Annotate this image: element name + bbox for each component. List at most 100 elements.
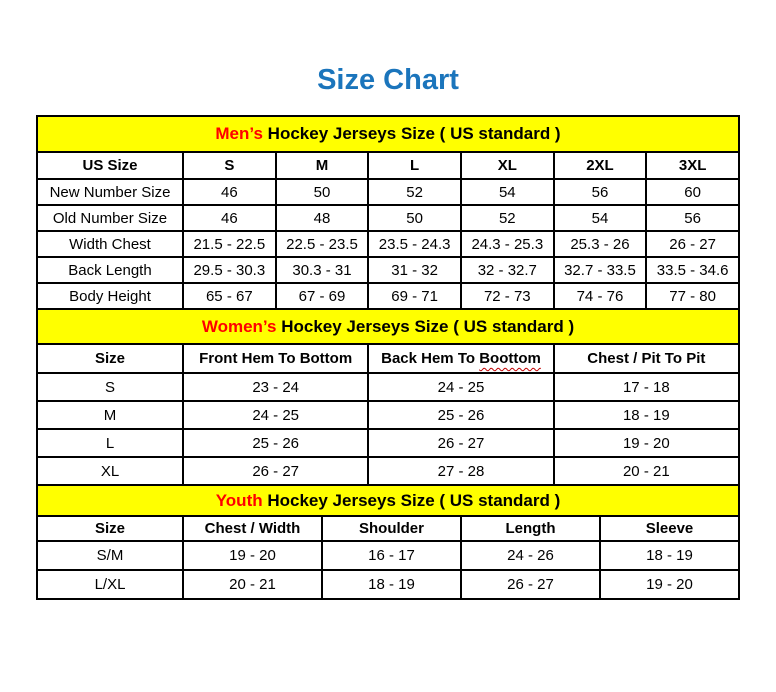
womens-header-row: Size Front Hem To Bottom Back Hem To Boo… bbox=[36, 343, 741, 374]
mens-cell: 48 bbox=[274, 204, 370, 232]
womens-col-header: Front Hem To Bottom bbox=[181, 343, 370, 374]
womens-cell: 23 - 24 bbox=[181, 372, 370, 402]
mens-cell: 23.5 - 24.3 bbox=[367, 230, 462, 258]
youth-cell: 18 - 19 bbox=[599, 540, 740, 571]
mens-cell: 32 - 32.7 bbox=[459, 256, 555, 284]
mens-cell: 69 - 71 bbox=[367, 282, 462, 310]
womens-band-text: Hockey Jerseys Size ( US standard ) bbox=[281, 316, 575, 336]
mens-row-label: Back Length bbox=[36, 256, 184, 284]
youth-cell: 19 - 20 bbox=[182, 540, 323, 571]
mens-col-header: XL bbox=[459, 151, 555, 180]
youth-col-header: Shoulder bbox=[321, 515, 462, 542]
mens-col-header: 2XL bbox=[552, 151, 648, 180]
mens-cell: 26 - 27 bbox=[645, 230, 740, 258]
mens-cell: 65 - 67 bbox=[182, 282, 277, 310]
womens-col-header: Size bbox=[36, 343, 184, 374]
table-row: XL 26 - 27 27 - 28 20 - 21 bbox=[36, 456, 741, 486]
mens-row-label: Width Chest bbox=[36, 230, 184, 258]
mens-cell: 52 bbox=[367, 178, 462, 206]
womens-cell: 24 - 25 bbox=[367, 372, 555, 402]
mens-cell: 25.3 - 26 bbox=[552, 230, 648, 258]
table-row: Body Height 65 - 67 67 - 69 69 - 71 72 -… bbox=[36, 282, 740, 310]
table-row: L 25 - 26 26 - 27 19 - 20 bbox=[36, 428, 741, 458]
mens-cell: 31 - 32 bbox=[367, 256, 462, 284]
mens-cell: 60 bbox=[645, 178, 740, 206]
womens-row-label: L bbox=[36, 428, 184, 458]
table-row: Old Number Size 46 48 50 52 54 56 bbox=[36, 204, 740, 232]
mens-col-header: S bbox=[182, 151, 277, 180]
youth-band-title: Youth Hockey Jerseys Size ( US standard … bbox=[36, 484, 740, 517]
womens-section-band: Women’s Hockey Jerseys Size ( US standar… bbox=[36, 308, 740, 345]
youth-cell: 19 - 20 bbox=[599, 569, 740, 600]
mens-size-table: Men’s Hockey Jerseys Size ( US standard … bbox=[36, 115, 740, 310]
mens-col-header: M bbox=[274, 151, 370, 180]
womens-cell: 26 - 27 bbox=[181, 456, 370, 486]
mens-cell: 50 bbox=[274, 178, 370, 206]
womens-cell: 20 - 21 bbox=[552, 456, 741, 486]
womens-cell: 27 - 28 bbox=[367, 456, 555, 486]
mens-cell: 50 bbox=[367, 204, 462, 232]
mens-cell: 54 bbox=[459, 178, 555, 206]
table-row: Width Chest 21.5 - 22.5 22.5 - 23.5 23.5… bbox=[36, 230, 740, 258]
mens-header-row: US Size S M L XL 2XL 3XL bbox=[36, 151, 740, 180]
womens-band-highlight: Women’s bbox=[201, 316, 277, 336]
mens-cell: 32.7 - 33.5 bbox=[552, 256, 648, 284]
youth-size-table: Youth Hockey Jerseys Size ( US standard … bbox=[36, 484, 740, 600]
mens-cell: 72 - 73 bbox=[459, 282, 555, 310]
table-row: New Number Size 46 50 52 54 56 60 bbox=[36, 178, 740, 206]
youth-band-highlight: Youth bbox=[215, 490, 263, 510]
youth-cell: 26 - 27 bbox=[460, 569, 601, 600]
mens-col-header: 3XL bbox=[645, 151, 740, 180]
youth-col-header: Length bbox=[460, 515, 601, 542]
mens-cell: 29.5 - 30.3 bbox=[182, 256, 277, 284]
womens-cell: 25 - 26 bbox=[367, 400, 555, 430]
table-row: Back Length 29.5 - 30.3 30.3 - 31 31 - 3… bbox=[36, 256, 740, 284]
mens-cell: 56 bbox=[552, 178, 648, 206]
mens-cell: 77 - 80 bbox=[645, 282, 740, 310]
womens-cell: 18 - 19 bbox=[552, 400, 741, 430]
table-row: L/XL 20 - 21 18 - 19 26 - 27 19 - 20 bbox=[36, 569, 740, 600]
mens-row-label: New Number Size bbox=[36, 178, 184, 206]
youth-section-band: Youth Hockey Jerseys Size ( US standard … bbox=[36, 484, 740, 517]
youth-row-label: S/M bbox=[36, 540, 184, 571]
womens-col-header: Chest / Pit To Pit bbox=[552, 343, 741, 374]
size-chart-tables: Men’s Hockey Jerseys Size ( US standard … bbox=[36, 115, 741, 600]
mens-band-text: Hockey Jerseys Size ( US standard ) bbox=[267, 124, 561, 143]
mens-cell: 33.5 - 34.6 bbox=[645, 256, 740, 284]
mens-band-title: Men’s Hockey Jerseys Size ( US standard … bbox=[36, 115, 740, 153]
youth-col-header: Size bbox=[36, 515, 184, 542]
mens-cell: 46 bbox=[182, 204, 277, 232]
youth-row-label: L/XL bbox=[36, 569, 184, 600]
youth-band-text: Hockey Jerseys Size ( US standard ) bbox=[267, 490, 561, 510]
youth-header-row: Size Chest / Width Shoulder Length Sleev… bbox=[36, 515, 740, 542]
mens-row-label: Body Height bbox=[36, 282, 184, 310]
mens-cell: 54 bbox=[552, 204, 648, 232]
mens-section-band: Men’s Hockey Jerseys Size ( US standard … bbox=[36, 115, 740, 153]
mens-cell: 56 bbox=[645, 204, 740, 232]
womens-col-header-back-hem: Back Hem To Boottom bbox=[367, 343, 555, 374]
mens-cell: 46 bbox=[182, 178, 277, 206]
mens-cell: 67 - 69 bbox=[274, 282, 370, 310]
youth-col-header: Sleeve bbox=[599, 515, 740, 542]
youth-col-header: Chest / Width bbox=[182, 515, 323, 542]
womens-back-hem-text: Back Hem To bbox=[381, 350, 476, 367]
mens-cell: 30.3 - 31 bbox=[274, 256, 370, 284]
youth-cell: 16 - 17 bbox=[321, 540, 462, 571]
womens-misspelled-word: Boottom bbox=[479, 350, 541, 367]
womens-cell: 24 - 25 bbox=[181, 400, 370, 430]
mens-row-label: Old Number Size bbox=[36, 204, 184, 232]
mens-cell: 24.3 - 25.3 bbox=[459, 230, 555, 258]
table-row: S 23 - 24 24 - 25 17 - 18 bbox=[36, 372, 741, 402]
womens-cell: 25 - 26 bbox=[181, 428, 370, 458]
womens-row-label: XL bbox=[36, 456, 184, 486]
womens-cell: 17 - 18 bbox=[552, 372, 741, 402]
womens-size-table: Women’s Hockey Jerseys Size ( US standar… bbox=[36, 308, 741, 486]
womens-band-title: Women’s Hockey Jerseys Size ( US standar… bbox=[36, 308, 740, 345]
youth-cell: 20 - 21 bbox=[182, 569, 323, 600]
table-row: S/M 19 - 20 16 - 17 24 - 26 18 - 19 bbox=[36, 540, 740, 571]
page-title: Size Chart bbox=[317, 64, 459, 96]
mens-col-header: US Size bbox=[36, 151, 184, 180]
mens-cell: 21.5 - 22.5 bbox=[182, 230, 277, 258]
mens-cell: 22.5 - 23.5 bbox=[274, 230, 370, 258]
